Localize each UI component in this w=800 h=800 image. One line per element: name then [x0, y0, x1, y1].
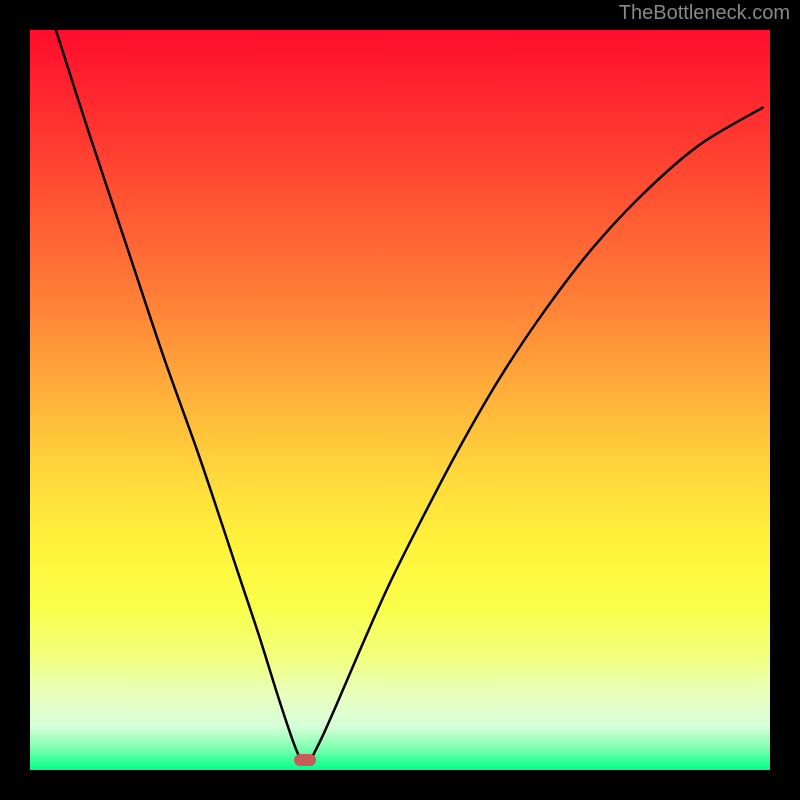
watermark-text: TheBottleneck.com: [619, 2, 790, 25]
bottleneck-marker: [294, 754, 316, 766]
curve-segment: [56, 30, 300, 759]
bottleneck-curve: [30, 30, 770, 770]
curve-segment: [311, 108, 762, 759]
chart-plot-area: [30, 30, 770, 770]
